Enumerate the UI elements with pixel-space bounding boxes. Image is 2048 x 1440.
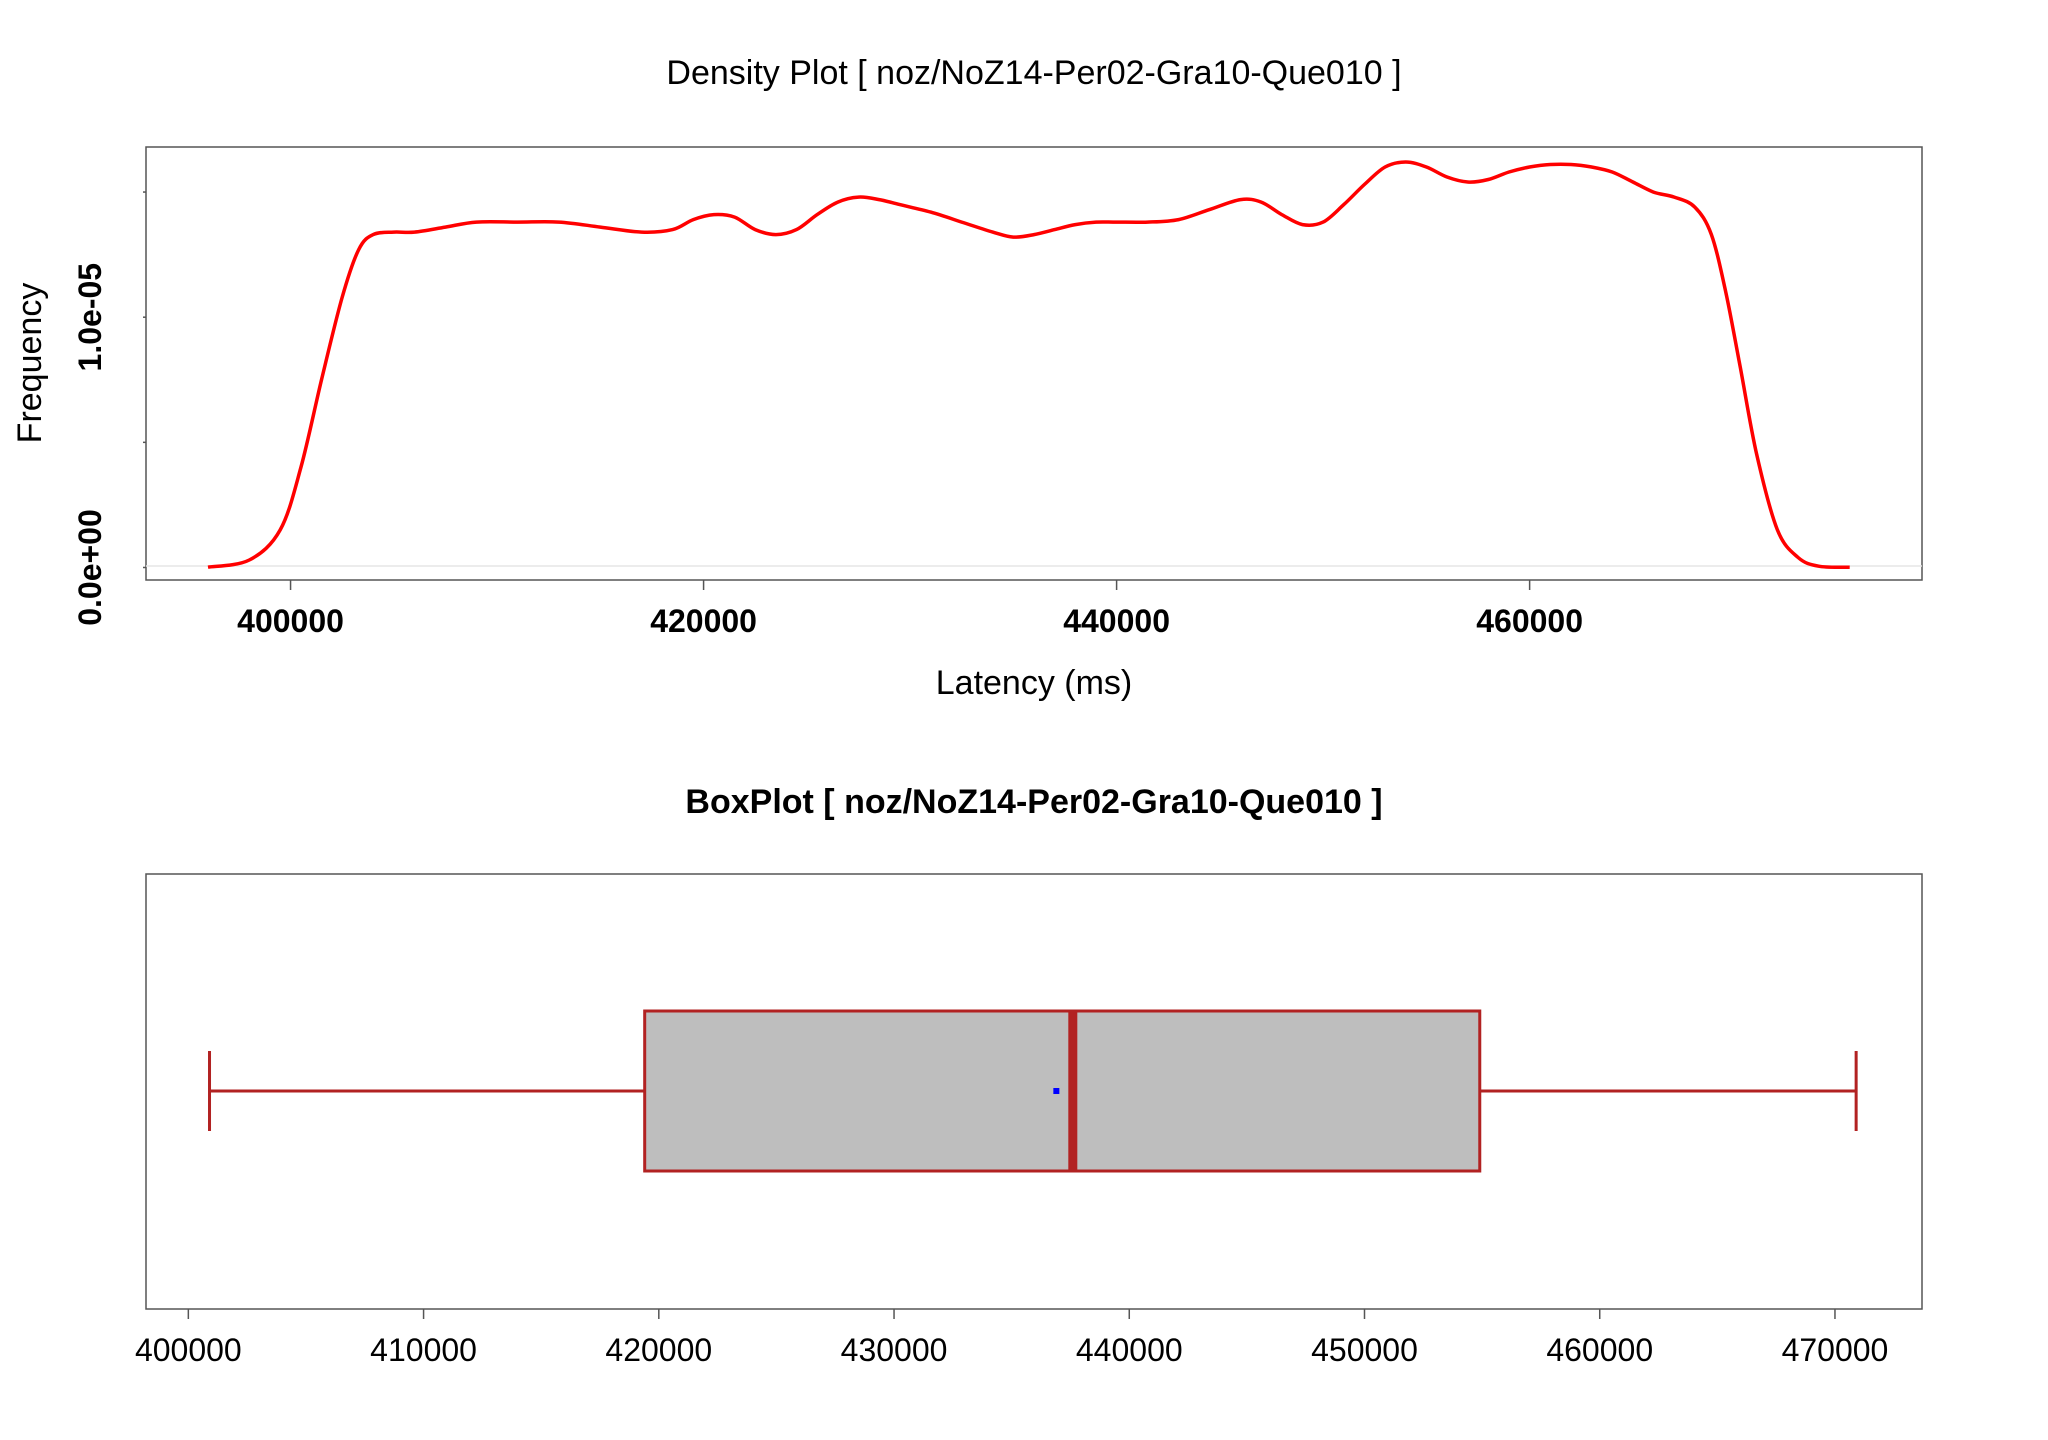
- density-plot-frame: [145, 146, 1923, 581]
- density-y-tick-label: 0.0e+00: [72, 509, 108, 626]
- box-plot: BoxPlot [ noz/NoZ14-Per02-Gra10-Que010 ]…: [135, 783, 1923, 1368]
- density-y-axis-label: Frequency: [11, 283, 49, 444]
- box-plot-frame: [145, 873, 1923, 1310]
- density-x-axis-label: Latency (ms): [936, 664, 1133, 702]
- density-plot-title: Density Plot [ noz/NoZ14-Per02-Gra10-Que…: [666, 54, 1401, 92]
- iqr-box: [643, 1009, 1482, 1173]
- box-marks: [208, 1009, 1858, 1173]
- box-x-tick-label: 470000: [1782, 1332, 1889, 1368]
- box-x-axis: 400000 410000 420000 430000 440000 450000 4600…: [135, 1309, 1888, 1368]
- density-x-axis: 400000 420000 440000 460000: [237, 580, 1583, 639]
- density-x-tick-label: 420000: [650, 603, 757, 639]
- box-x-tick-label: 430000: [841, 1332, 948, 1368]
- box-x-tick-label: 420000: [605, 1332, 712, 1368]
- box-x-tick-label: 450000: [1311, 1332, 1418, 1368]
- density-y-tick-label: 1.0e-05: [72, 263, 108, 372]
- density-curve: [207, 160, 1850, 570]
- density-x-tick-label: 460000: [1476, 603, 1583, 639]
- density-x-tick-label: 440000: [1063, 603, 1170, 639]
- box-x-tick-label: 440000: [1076, 1332, 1183, 1368]
- box-x-tick-label: 400000: [135, 1332, 242, 1368]
- box-x-tick-label: 410000: [370, 1332, 477, 1368]
- density-plot: Density Plot [ noz/NoZ14-Per02-Gra10-Que…: [11, 54, 1923, 702]
- box-x-tick-label: 460000: [1546, 1332, 1653, 1368]
- density-y-axis: 0.0e+00 1.0e-05: [72, 191, 146, 626]
- density-x-tick-label: 400000: [237, 603, 344, 639]
- mean-point: [1053, 1088, 1060, 1094]
- box-plot-title: BoxPlot [ noz/NoZ14-Per02-Gra10-Que010 ]: [685, 783, 1382, 821]
